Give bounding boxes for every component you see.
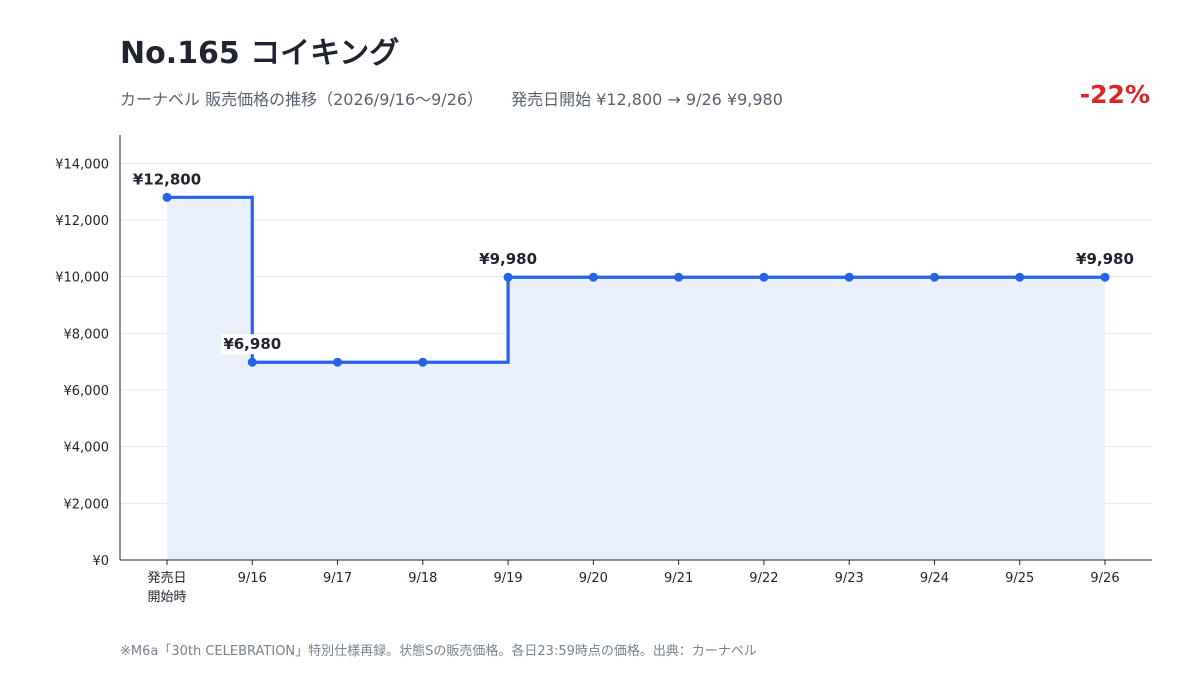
- y-tick-label: ¥0: [92, 554, 109, 569]
- x-axis-ticks: 発売日開始時 9/16 9/17 9/18 9/19 9/20 9/21 9/22 9/23 9/…: [147, 560, 1120, 605]
- x-tick-label: 9/25: [1005, 571, 1034, 586]
- data-point: [674, 272, 684, 282]
- data-label: ¥12,800: [133, 170, 201, 188]
- data-points: [162, 192, 1110, 367]
- price-line: [167, 195, 1105, 364]
- x-tick-label: 9/19: [493, 571, 522, 586]
- x-tick-label: 9/17: [323, 571, 352, 586]
- y-tick-label: ¥6,000: [64, 384, 110, 399]
- y-tick-label: ¥12,000: [55, 214, 109, 229]
- x-tick-label: 9/18: [408, 571, 437, 586]
- data-label: ¥9,980: [479, 250, 537, 268]
- axes: [119, 135, 1152, 561]
- x-tick-label: 9/26: [1090, 571, 1119, 586]
- area-fill-path: [167, 197, 1105, 561]
- area-fill: [167, 197, 1105, 561]
- x-tick-label: 9/21: [664, 571, 693, 586]
- data-labels: ¥12,800 ¥6,980 ¥9,980 ¥9,980: [130, 169, 1136, 355]
- data-label-background: [130, 169, 204, 190]
- data-label-background: [221, 334, 284, 355]
- x-tick-label: 9/23: [835, 571, 864, 586]
- data-label-background: [1074, 249, 1136, 270]
- data-point: [1100, 272, 1110, 282]
- x-tick-label: 9/22: [749, 571, 778, 586]
- y-axis-ticks: ¥0 ¥2,000 ¥4,000 ¥6,000 ¥8,000 ¥10,000 ¥12,000…: [55, 157, 109, 569]
- y-tick-label: ¥14,000: [55, 157, 109, 172]
- data-label: ¥9,980: [1076, 250, 1134, 268]
- y-tick-label: ¥10,000: [55, 271, 109, 286]
- y-tick-label: ¥8,000: [64, 327, 110, 342]
- x-tick-label: 発売日開始時: [147, 570, 186, 605]
- y-tick-label: ¥2,000: [64, 497, 110, 512]
- subtitle-period: カーナベル 販売価格の推移（2026/9/16〜9/26）: [120, 90, 484, 109]
- data-point: [333, 357, 343, 367]
- data-point: [247, 357, 257, 367]
- data-point: [759, 272, 769, 282]
- chart-title: No.165 コイキング: [120, 36, 400, 71]
- data-label: ¥6,980: [223, 335, 281, 353]
- data-point: [503, 272, 513, 282]
- footnote: ※M6a「30th CELEBRATION」特別仕様再録。状態Sの販売価格。各日…: [120, 644, 757, 659]
- x-tick-label: 9/16: [238, 571, 267, 586]
- y-tick-label: ¥4,000: [64, 441, 110, 456]
- subtitle-price-change: 発売日開始 ¥12,800 → 9/26 ¥9,980: [511, 90, 783, 109]
- data-point: [844, 272, 854, 282]
- percent-change-badge: -22%: [1079, 80, 1150, 109]
- x-tick-label: 9/20: [579, 571, 608, 586]
- data-point: [588, 272, 598, 282]
- data-label-background: [477, 249, 540, 270]
- price-line-layer: [167, 195, 1105, 364]
- data-point: [162, 192, 172, 202]
- x-tick-label: 9/24: [920, 571, 949, 586]
- data-point: [1015, 272, 1025, 282]
- chart-subtitle: カーナベル 販売価格の推移（2026/9/16〜9/26） 発売日開始 ¥12,8…: [120, 86, 783, 110]
- data-point: [418, 357, 428, 367]
- data-point: [929, 272, 939, 282]
